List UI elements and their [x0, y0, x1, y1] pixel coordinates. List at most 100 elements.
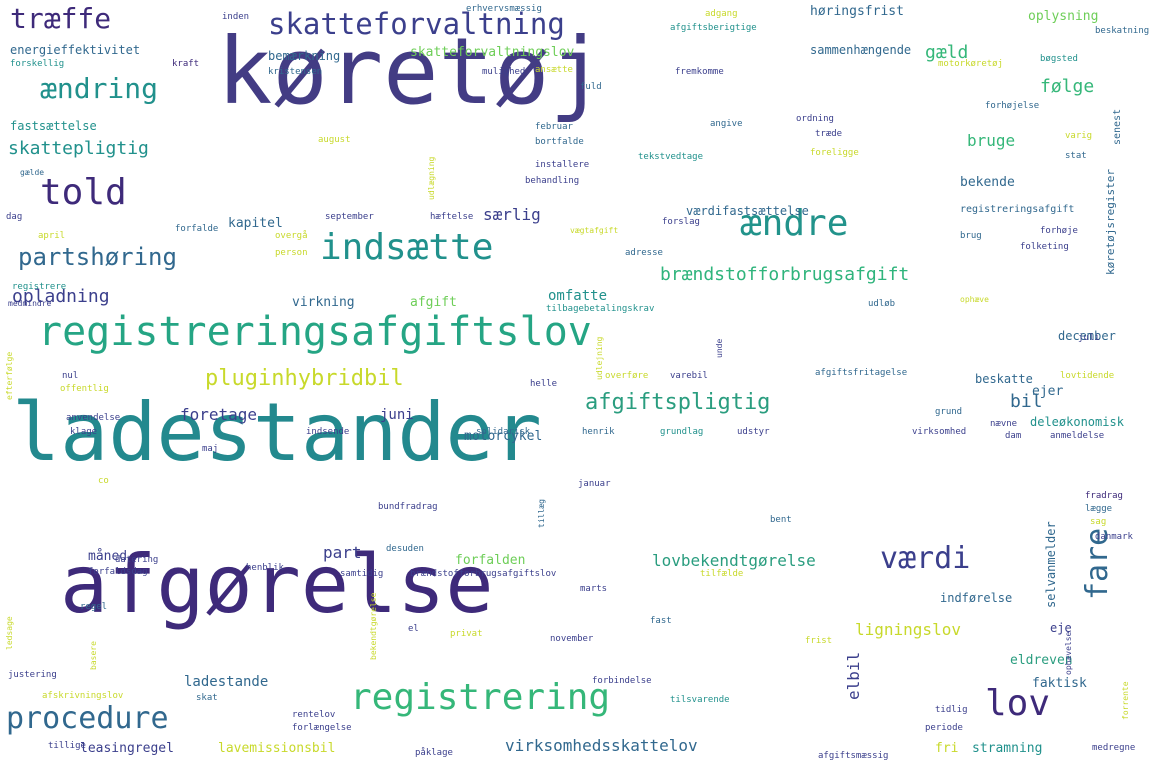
word-tilbagebetalingskrav: tilbagebetalingskrav	[546, 304, 655, 314]
word-tilfaelde: tilfælde	[700, 569, 744, 579]
word-grund: grund	[935, 407, 963, 417]
word-fradrag: fradrag	[1085, 491, 1123, 501]
word-aendre: ændre	[740, 203, 849, 244]
word-eje: eje	[1050, 621, 1072, 635]
word-medmindre: medmindre	[8, 299, 52, 308]
word-virkning: virkning	[292, 295, 355, 310]
word-skatteforvaltningslov: skatteforvaltningslov	[410, 45, 575, 60]
word-pluginhybridbil: pluginhybridbil	[205, 366, 404, 391]
word-person: person	[275, 248, 308, 258]
word-august: august	[318, 135, 351, 145]
word-delekonomisk: deleøkonomisk	[1030, 415, 1124, 429]
word-tillige: tillige	[48, 741, 86, 751]
word-beskatte: beskatte	[975, 372, 1033, 386]
word-bekendtgorelse: bekendtgørelse	[369, 592, 378, 660]
word-eldreven: eldreven	[1010, 653, 1073, 668]
word-el: el	[408, 624, 419, 634]
word-maj: maj	[202, 444, 219, 454]
word-opladning: opladning	[12, 286, 110, 307]
word-kristensen: kristensen	[268, 67, 323, 77]
word-overga: overgå	[275, 231, 308, 241]
word-adgang: adgang	[705, 9, 738, 19]
word-tidlig: tidlig	[935, 705, 968, 715]
word-forfalde: forfalde	[175, 224, 219, 234]
word-gaelde: gælde	[20, 168, 45, 177]
word-januar: januar	[578, 479, 611, 489]
word-udlob: udløb	[868, 299, 896, 309]
word-forhoje: forhøje	[1040, 226, 1078, 236]
word-udlaegning: udlægning	[427, 156, 436, 200]
word-regel: regel	[80, 602, 108, 612]
word-ophaeve: ophæve	[960, 295, 989, 304]
word-privat: privat	[450, 629, 483, 639]
word-erhvervsmaessig: erhvervsmæssig	[466, 4, 542, 14]
word-ligningslov: ligningslov	[855, 620, 961, 639]
word-afgiftsmaessig: afgiftsmæssig	[818, 751, 889, 761]
word-forbindelse: forbindelse	[592, 676, 652, 686]
word-dam: dam	[1005, 431, 1022, 441]
word-traeffe: træffe	[10, 2, 112, 35]
word-fuld: fuld	[580, 82, 602, 92]
word-braendstofforbrugsafgift: brændstofforbrugsafgift	[660, 264, 910, 285]
word-skat: skat	[196, 693, 218, 703]
word-lovtidende: lovtidende	[1060, 371, 1115, 381]
word-selvanmelder: selvanmelder	[1044, 521, 1058, 608]
word-part: part	[323, 543, 362, 562]
word-senest: senest	[1112, 108, 1123, 145]
word-lavemissionsbil: lavemissionsbil	[218, 741, 336, 756]
word-medregne: medregne	[1092, 743, 1136, 753]
word-registrere: registrere	[12, 282, 67, 292]
word-energieffektivitet: energieffektivitet	[10, 43, 141, 57]
word-mulighed: mulighed	[482, 67, 526, 77]
word-indsende: indsende	[306, 427, 350, 437]
word-afgiftsfritagelse: afgiftsfritagelse	[815, 368, 908, 378]
word-september: september	[325, 212, 374, 222]
word-folketing: folketing	[1020, 242, 1069, 252]
word-afskrivningslov: afskrivningslov	[42, 691, 124, 701]
word-lovbekendtgorelse: lovbekendtgørelse	[652, 551, 816, 570]
word-december: december	[1058, 329, 1116, 343]
word-basere: basere	[89, 641, 98, 670]
word-forfaldsdag: forfaldsdag	[88, 567, 148, 577]
word-udlejning: udlejning	[595, 336, 604, 380]
word-maned: måned	[88, 549, 128, 564]
word-naevne: nævne	[990, 419, 1018, 429]
word-forlaengelse: forlængelse	[292, 723, 352, 733]
word-afgiftspligtig: afgiftspligtig	[585, 390, 771, 415]
word-fastsaettelse: fastsættelse	[10, 119, 97, 133]
word-periode: periode	[925, 723, 963, 733]
word-henblik: henblik	[246, 563, 284, 573]
word-tilsvarende: tilsvarende	[670, 695, 730, 705]
word-koretoj: køretøj	[217, 18, 605, 125]
word-indforelse: indførelse	[940, 591, 1013, 605]
word-april: april	[38, 231, 66, 241]
word-klage: klage	[70, 427, 98, 437]
word-aendring: ændring	[40, 72, 159, 105]
word-udstyr: udstyr	[737, 427, 770, 437]
word-traede: træde	[815, 129, 843, 139]
word-fast: fast	[650, 616, 672, 626]
word-vaerdi: værdi	[880, 541, 971, 576]
word-sammenhaengende: sammenhængende	[810, 43, 912, 57]
word-beskatning: beskatning	[1095, 26, 1150, 36]
word-adresse: adresse	[625, 248, 663, 258]
word-bortfalde: bortfalde	[535, 137, 584, 147]
word-foretage: foretage	[180, 405, 258, 424]
word-anvendelse: anvendelse	[66, 413, 121, 423]
word-varebil: varebil	[670, 371, 708, 381]
word-frist: frist	[805, 636, 833, 646]
word-justering: justering	[8, 670, 57, 680]
word-told: told	[40, 172, 127, 213]
word-samtidig: samtidig	[340, 569, 384, 579]
word-co: co	[98, 476, 109, 486]
word-leasingregel: leasingregel	[80, 741, 174, 756]
word-installere: installere	[535, 160, 590, 170]
word-rentelov: rentelov	[292, 710, 336, 720]
word-solidarisk: solidarisk	[476, 427, 531, 437]
word-juni: juni	[380, 407, 414, 423]
word-overfore: overføre	[605, 371, 649, 381]
word-bemaerkning: bemærkning	[268, 49, 341, 63]
word-efterfolge: efterfølge	[5, 351, 14, 400]
word-laegge: lægge	[1085, 504, 1113, 514]
word-afgift: afgift	[410, 295, 457, 310]
